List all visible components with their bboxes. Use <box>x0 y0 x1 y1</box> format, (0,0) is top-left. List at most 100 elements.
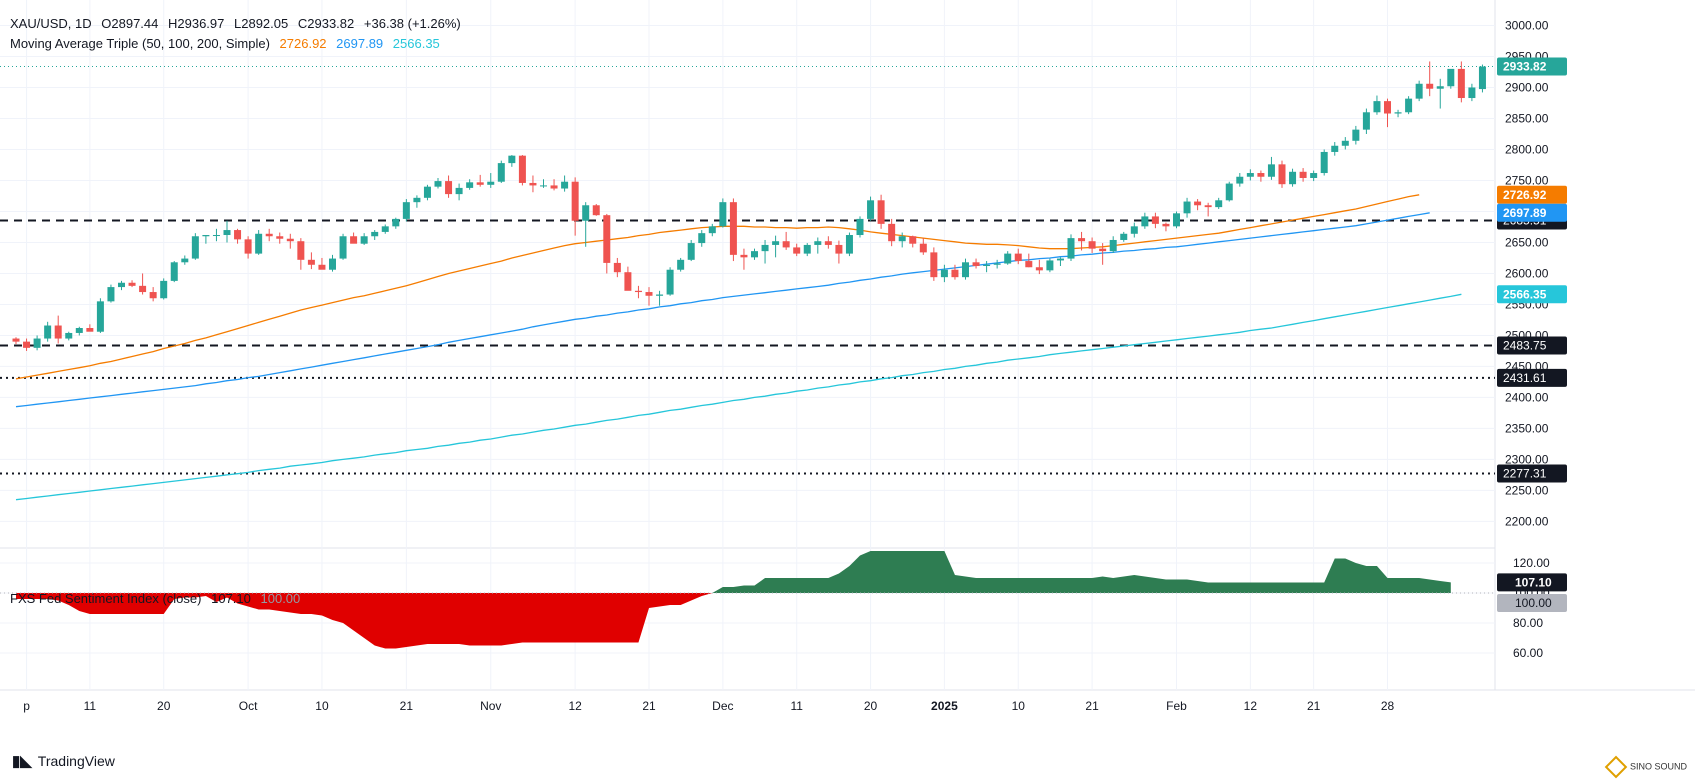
candle-body <box>350 236 358 244</box>
candle-body <box>371 231 379 237</box>
candle-body <box>1109 239 1117 252</box>
candle-body <box>1267 164 1275 177</box>
price-badge-label: 2933.82 <box>1503 60 1547 74</box>
candle-body <box>1289 171 1297 185</box>
time-tick-label: Feb <box>1166 699 1187 713</box>
candle-body <box>1215 200 1223 208</box>
candle-body <box>170 262 178 281</box>
tradingview-brand[interactable]: ▮◣ TradingView <box>12 752 115 770</box>
candle-body <box>1415 83 1423 99</box>
price-tick-label: 2300.00 <box>1505 452 1549 466</box>
level-badge-label: 2483.75 <box>1503 339 1547 353</box>
candle-body <box>645 292 653 296</box>
candle-body <box>1046 260 1054 271</box>
time-tick-label: 12 <box>1244 699 1258 713</box>
candle-body <box>930 252 938 278</box>
candle-body <box>1278 164 1286 185</box>
candle-body <box>993 263 1001 265</box>
candle-body <box>793 247 801 254</box>
candle-body <box>888 223 896 242</box>
candle-body <box>1436 86 1444 89</box>
candle-body <box>33 338 41 348</box>
candle-body <box>1362 112 1370 130</box>
time-tick-label: 20 <box>864 699 878 713</box>
sentiment-tick-label: 80.00 <box>1513 616 1543 630</box>
symbol-label[interactable]: XAU/USD, 1D <box>10 16 92 31</box>
candle-body <box>276 236 284 239</box>
indicator-ref: 100.00 <box>260 591 301 606</box>
time-tick-label: Oct <box>239 699 258 713</box>
candle-body <box>476 182 484 185</box>
candle-body <box>244 239 252 254</box>
candle-body <box>1478 66 1486 90</box>
candle-body <box>877 200 885 224</box>
price-tick-label: 2650.00 <box>1505 235 1549 249</box>
candle-body <box>951 269 959 278</box>
candle-body <box>972 262 980 267</box>
candle-body <box>656 294 664 296</box>
watermark: SINO SOUND <box>1604 755 1687 779</box>
price-tick-label: 2750.00 <box>1505 173 1549 187</box>
candle-body <box>613 262 621 273</box>
time-tick-label: 10 <box>1012 699 1026 713</box>
candle-body <box>1099 248 1107 252</box>
candle-body <box>508 155 516 164</box>
ma200-line <box>15 293 1462 501</box>
indicator-label[interactable]: FXS Fed Sentiment Index (close) <box>10 591 202 606</box>
candle-body <box>118 282 125 288</box>
sentiment-base-badge <box>1497 594 1567 612</box>
ohlc-header: XAU/USD, 1D O2897.44 H2936.97 L2892.05 C… <box>10 16 467 31</box>
candle-body <box>1120 233 1128 240</box>
candle-body <box>1341 140 1349 146</box>
price-badge <box>1497 203 1567 222</box>
level-badge <box>1497 336 1567 355</box>
price-tick-label: 2900.00 <box>1505 80 1549 94</box>
level-badge-label: 2431.61 <box>1503 371 1547 385</box>
candle-body <box>1141 216 1149 227</box>
candle-body <box>772 241 780 245</box>
candle-body <box>677 259 685 270</box>
candle-body <box>466 182 474 188</box>
sentiment-positive-area <box>16 551 1451 593</box>
candle-body <box>191 236 199 259</box>
candle-body <box>1067 238 1075 259</box>
candle-body <box>634 290 642 293</box>
candle-body <box>318 264 326 270</box>
close-value: C2933.82 <box>297 16 355 31</box>
candle-body <box>1025 261 1033 268</box>
candle-body <box>1373 101 1381 113</box>
candle-body <box>181 258 189 263</box>
time-tick-label: 28 <box>1381 699 1395 713</box>
time-tick-label: 10 <box>315 699 329 713</box>
candle-body <box>128 282 136 286</box>
ma50-line <box>15 194 1420 380</box>
candle-body <box>139 285 147 293</box>
candle-body <box>782 241 790 248</box>
candle-body <box>729 202 737 255</box>
candle-body <box>1183 201 1191 214</box>
candle-body <box>1004 253 1012 264</box>
candle-body <box>487 181 495 185</box>
time-tick-label: 2025 <box>931 699 958 713</box>
candle-body <box>392 218 400 227</box>
candle-body <box>666 269 674 295</box>
candle-body <box>149 292 157 299</box>
candle-body <box>423 186 431 198</box>
candle-body <box>307 259 315 265</box>
ma-label[interactable]: Moving Average Triple (50, 100, 200, Sim… <box>10 36 270 51</box>
watermark-text: SINO SOUND <box>1629 761 1687 772</box>
price-tick-label: 2250.00 <box>1505 483 1549 497</box>
ma-legend: Moving Average Triple (50, 100, 200, Sim… <box>10 36 446 51</box>
price-badge-label: 2566.35 <box>1503 287 1547 301</box>
ma50-value: 2726.92 <box>279 36 327 51</box>
candle-body <box>381 226 389 232</box>
candle-body <box>96 301 104 332</box>
candle-body <box>845 235 853 254</box>
candle-body <box>761 244 769 252</box>
candle-body <box>1394 112 1402 114</box>
candle-body <box>1056 258 1064 261</box>
sentiment-value-badge-label: 107.10 <box>1515 575 1552 589</box>
candle-body <box>339 236 347 259</box>
candle-body <box>1014 253 1022 262</box>
